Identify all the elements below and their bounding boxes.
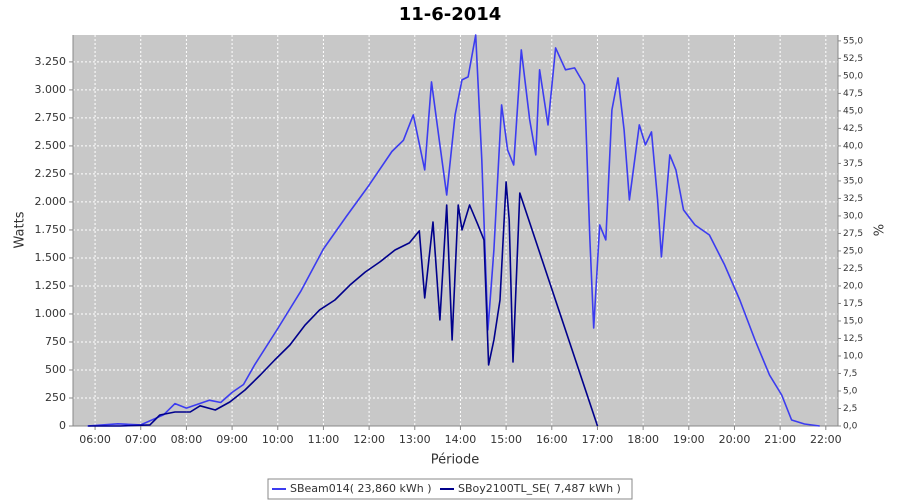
x-tick-label: 07:00 bbox=[125, 433, 157, 446]
y-tick-label: 3.000 bbox=[35, 83, 67, 96]
x-tick-label: 11:00 bbox=[308, 433, 340, 446]
y2-tick-label: 47,5 bbox=[843, 89, 863, 99]
y-axis-label: Watts bbox=[13, 211, 28, 248]
y-tick-label: 1.500 bbox=[35, 251, 67, 264]
y-tick-label: 500 bbox=[45, 363, 66, 376]
y2-tick-label: 5,0 bbox=[843, 386, 858, 396]
y2-tick-label: 32,5 bbox=[843, 194, 863, 204]
x-tick-label: 08:00 bbox=[171, 433, 203, 446]
y-tick-label: 2.500 bbox=[35, 139, 67, 152]
x-tick-label: 06:00 bbox=[79, 433, 111, 446]
y2-tick-label: 55,0 bbox=[843, 36, 863, 46]
y-tick-label: 1.250 bbox=[35, 279, 67, 292]
legend-label: SBoy2100TL_SE( 7,487 kWh ) bbox=[458, 482, 621, 495]
chart-title: 11-6-2014 bbox=[399, 4, 502, 25]
y-tick-label: 3.250 bbox=[35, 55, 67, 68]
y-tick-label: 1.750 bbox=[35, 223, 67, 236]
y-tick-label: 1.000 bbox=[35, 307, 67, 320]
x-tick-label: 10:00 bbox=[262, 433, 294, 446]
x-tick-label: 22:00 bbox=[810, 433, 842, 446]
legend-label: SBeam014( 23,860 kWh ) bbox=[290, 482, 432, 495]
y-tick-label: 2.000 bbox=[35, 195, 67, 208]
y2-tick-label: 37,5 bbox=[843, 159, 863, 169]
x-tick-label: 15:00 bbox=[490, 433, 522, 446]
x-tick-label: 14:00 bbox=[445, 433, 477, 446]
x-tick-label: 09:00 bbox=[216, 433, 248, 446]
y2-tick-label: 22,5 bbox=[843, 264, 863, 274]
y2-tick-label: 30,0 bbox=[843, 211, 863, 221]
y2-tick-label: 2,5 bbox=[843, 404, 857, 414]
y2-tick-label: 20,0 bbox=[843, 281, 863, 291]
x-tick-label: 13:00 bbox=[399, 433, 431, 446]
x-tick-label: 16:00 bbox=[536, 433, 568, 446]
series-line bbox=[87, 34, 820, 427]
y-tick-label: 250 bbox=[45, 391, 66, 404]
y2-tick-label: 17,5 bbox=[843, 299, 863, 309]
x-axis-label: Période bbox=[431, 453, 480, 468]
y-tick-label: 2.250 bbox=[35, 167, 67, 180]
y2-tick-label: 40,0 bbox=[843, 141, 863, 151]
y2-tick-label: 15,0 bbox=[843, 316, 863, 326]
x-tick-label: 19:00 bbox=[673, 433, 705, 446]
y2-tick-label: 0,0 bbox=[843, 422, 858, 432]
y2-tick-label: 52,5 bbox=[843, 54, 863, 64]
series-line bbox=[88, 181, 599, 427]
y2-tick-label: 27,5 bbox=[843, 229, 863, 239]
plot-area bbox=[73, 35, 838, 426]
x-tick-label: 21:00 bbox=[764, 433, 796, 446]
x-tick-label: 20:00 bbox=[719, 433, 751, 446]
y-tick-label: 2.750 bbox=[35, 111, 67, 124]
y2-tick-label: 42,5 bbox=[843, 124, 863, 134]
y2-tick-label: 12,5 bbox=[843, 334, 863, 344]
x-tick-label: 12:00 bbox=[353, 433, 385, 446]
y2-tick-label: 10,0 bbox=[843, 351, 863, 361]
x-tick-label: 18:00 bbox=[627, 433, 659, 446]
x-tick-label: 17:00 bbox=[582, 433, 614, 446]
y-tick-label: 0 bbox=[59, 419, 66, 432]
y2-axis-label: % bbox=[873, 224, 888, 236]
y-tick-label: 750 bbox=[45, 335, 66, 348]
y2-tick-label: 35,0 bbox=[843, 176, 863, 186]
y2-tick-label: 45,0 bbox=[843, 106, 863, 116]
y2-tick-label: 25,0 bbox=[843, 246, 863, 256]
y2-tick-label: 50,0 bbox=[843, 71, 863, 81]
y2-tick-label: 7,5 bbox=[843, 369, 857, 379]
